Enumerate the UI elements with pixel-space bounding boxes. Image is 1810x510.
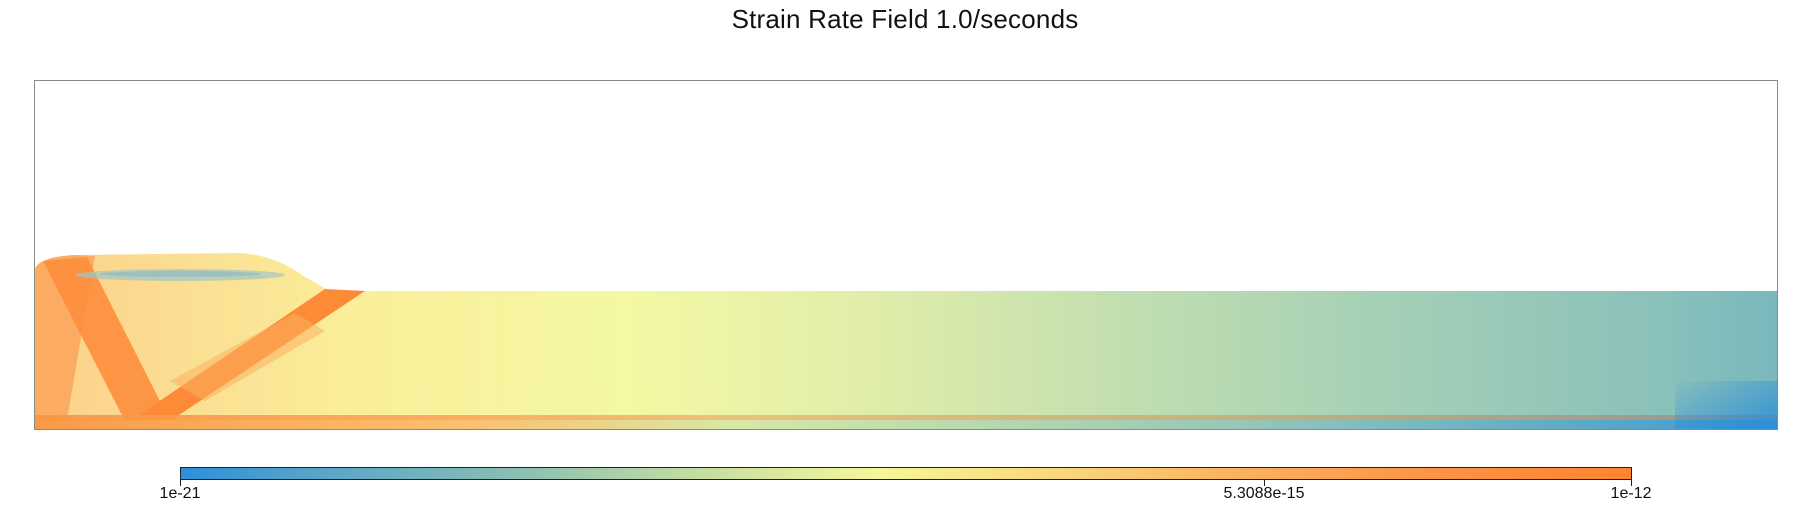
colorbar-label-max: 1e-12 [1610,485,1652,502]
colorbar [180,467,1632,480]
figure-title: Strain Rate Field 1.0/seconds [731,4,1079,34]
colorbar-tick-max [1631,480,1632,486]
strain-rate-field-image [35,253,1777,429]
colorbar-label-min: 1e-21 [159,485,201,502]
colorbar-tick-mid [1264,480,1265,486]
colorbar-tick-min [180,480,181,486]
strain-rate-field-plot [34,80,1778,430]
colorbar-label-mid: 5.3088e-15 [1223,485,1305,502]
